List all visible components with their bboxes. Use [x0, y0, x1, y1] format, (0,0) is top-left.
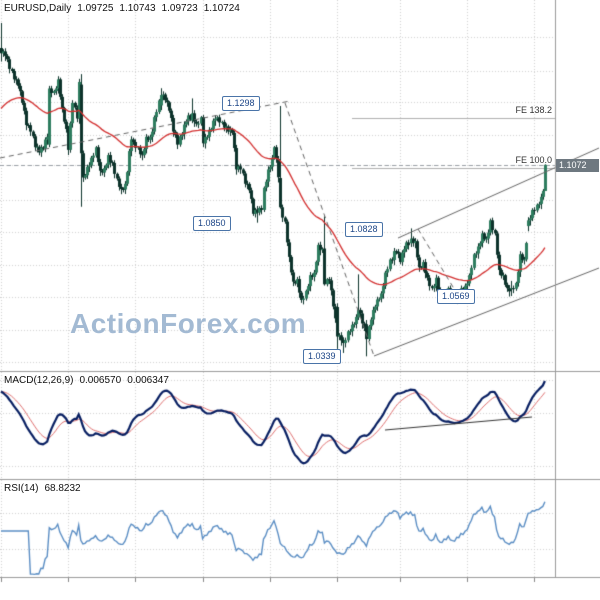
fib-extension-100-label[interactable]: FE 100.0 [515, 155, 552, 165]
price-label-box[interactable]: 1.1298 [222, 96, 260, 111]
macd-signal-value: 0.006347 [127, 375, 169, 386]
macd-header: MACD(12,26,9) 0.006570 0.006347 [4, 375, 175, 386]
date-axis[interactable]: 3 May 201616 Jun 20161 Aug 201614 Sep 20… [0, 578, 600, 600]
low-value: 1.09723 [161, 3, 198, 14]
rsi-scale[interactable]: 10070300 [556, 0, 600, 578]
price-label-box[interactable]: 1.0828 [345, 222, 383, 237]
rsi-value: 68.8232 [44, 483, 81, 494]
symbol-period-label: EURUSD,Daily [4, 3, 72, 14]
rsi-header: RSI(14) 68.8232 [4, 483, 87, 494]
macd-title: MACD(12,26,9) [4, 375, 74, 386]
fib-extension-138-label[interactable]: FE 138.2 [515, 105, 552, 115]
open-value: 1.09725 [77, 3, 114, 14]
price-label-box[interactable]: 1.0850 [193, 216, 231, 231]
watermark: ActionForex.com [70, 308, 307, 339]
macd-value: 0.006570 [79, 375, 122, 386]
quote-header: EURUSD,Daily 1.09725 1.10743 1.09723 1.10724 [4, 3, 246, 14]
price-label-box[interactable]: 1.0569 [437, 289, 475, 304]
high-value: 1.10743 [119, 3, 156, 14]
price-label-box[interactable]: 1.0339 [303, 349, 341, 364]
current-price-tag: 1.1072 [556, 159, 599, 172]
close-value: 1.10724 [203, 3, 240, 14]
rsi-title: RSI(14) [4, 483, 39, 494]
